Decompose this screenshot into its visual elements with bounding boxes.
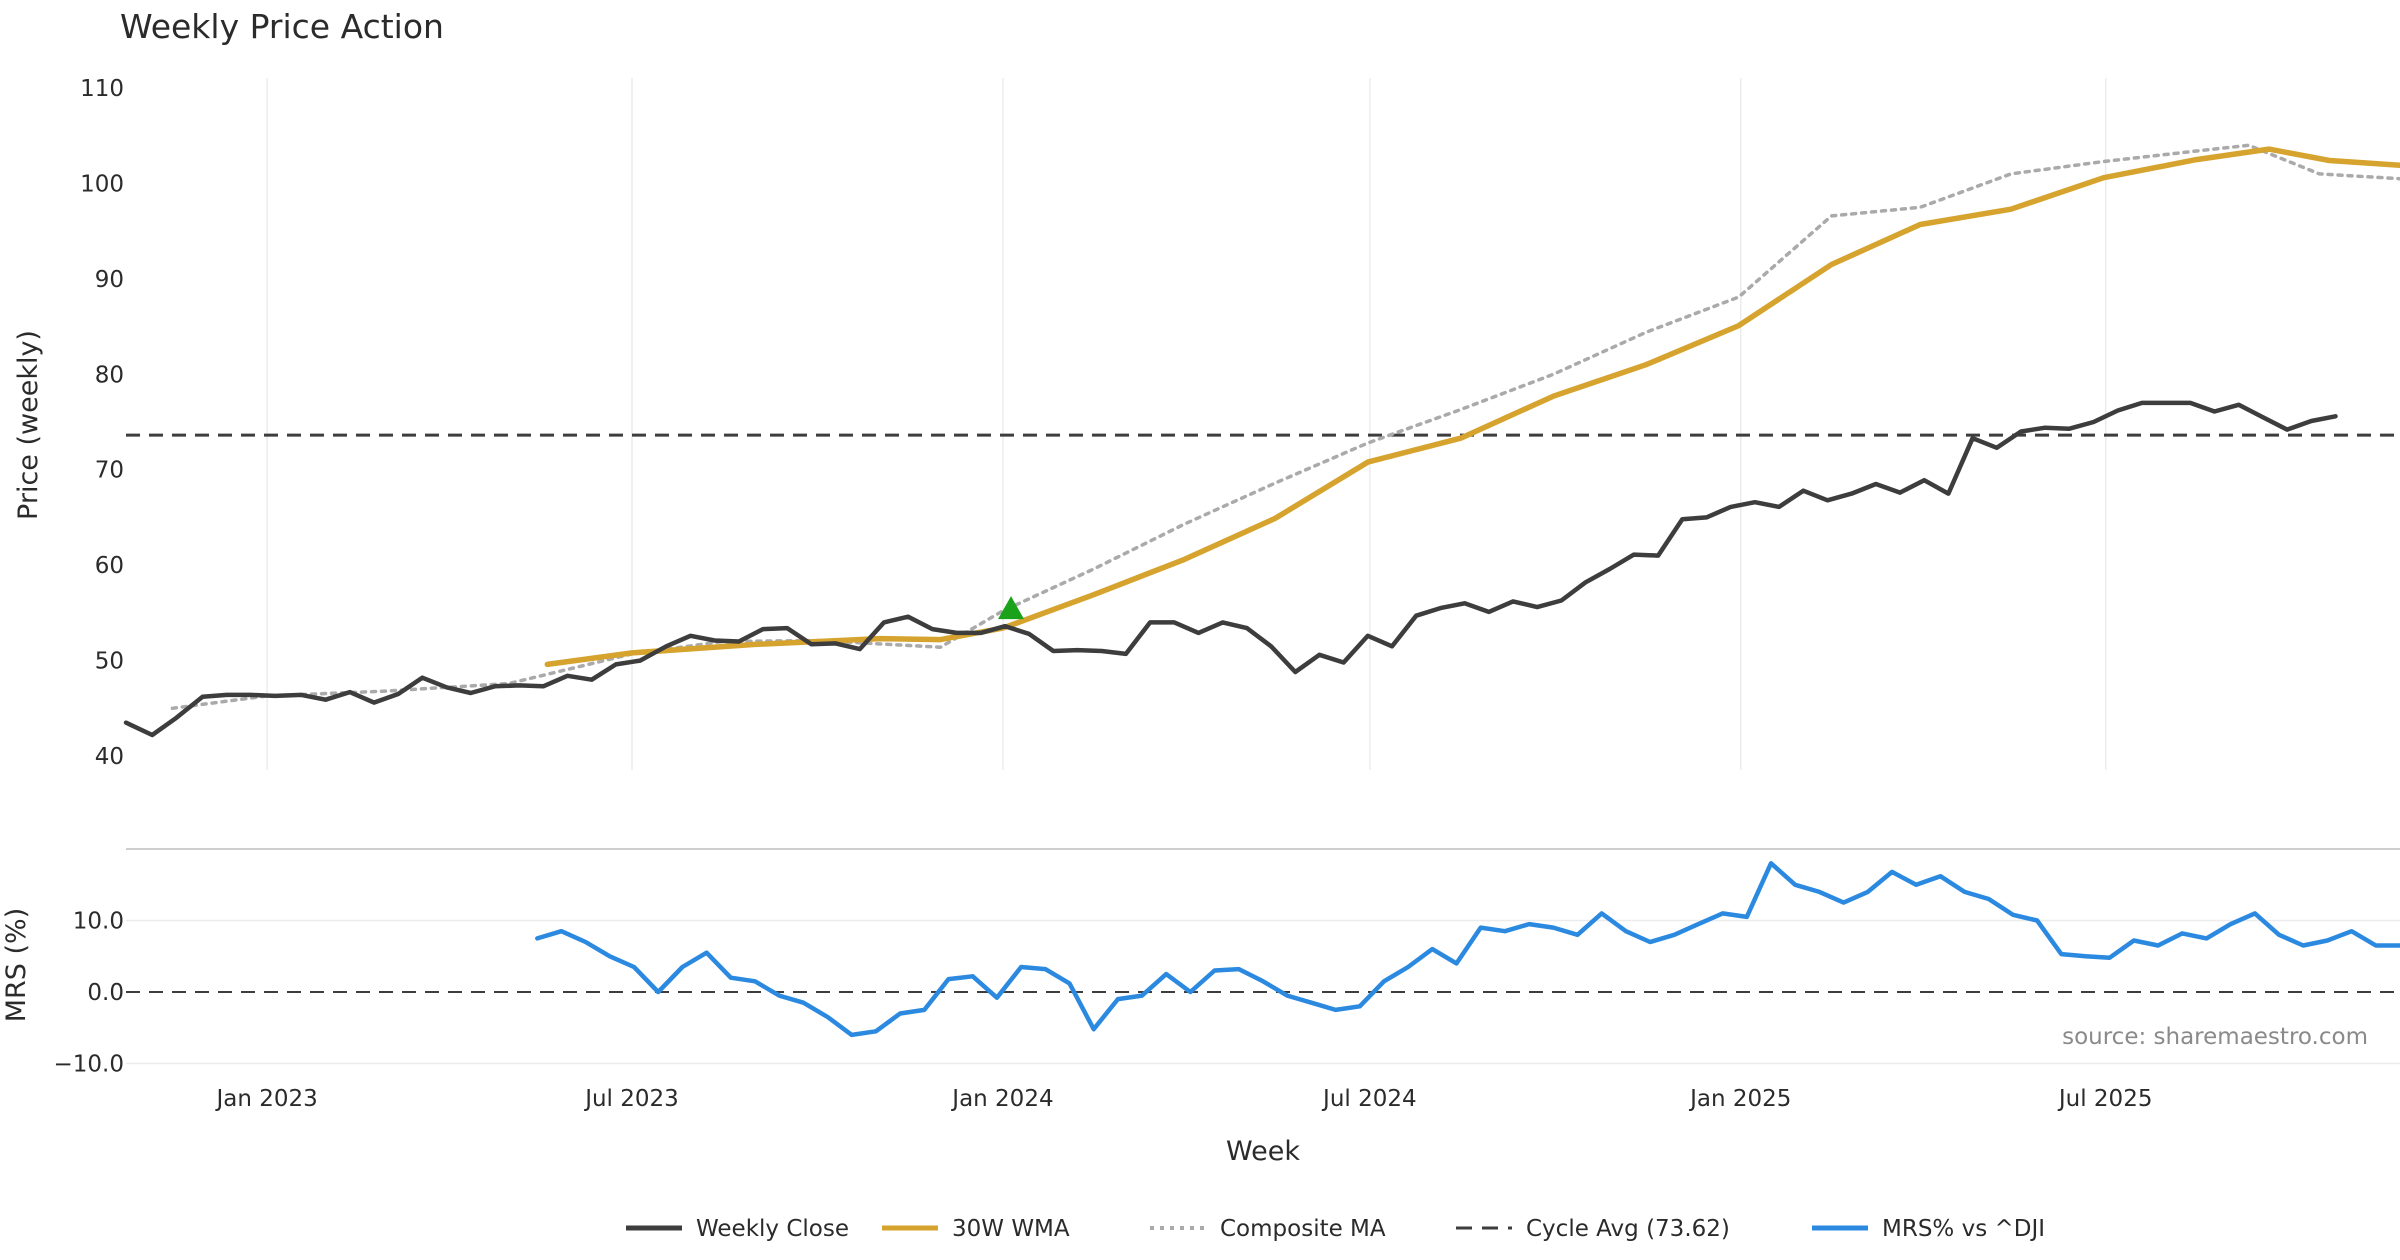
legend-label: MRS% vs ^DJI: [1882, 1216, 2045, 1242]
price-y-axis-label: Price (weekly): [13, 330, 44, 520]
x-axis-label: Week: [1226, 1136, 1300, 1167]
mrs-y-tick-label: 10.0: [73, 909, 124, 935]
x-tick-label: Jan 2023: [214, 1086, 317, 1112]
legend-label: 30W WMA: [952, 1216, 1070, 1242]
mrs-y-axis-label: MRS (%): [1, 908, 32, 1023]
price-y-tick-label: 60: [95, 553, 124, 579]
source-annotation: source: sharemaestro.com: [2062, 1024, 2368, 1050]
x-tick-label: Jul 2023: [583, 1086, 679, 1112]
price-y-tick-label: 80: [95, 362, 124, 388]
legend-label: Cycle Avg (73.62): [1526, 1216, 1730, 1242]
mrs-y-tick-label: −10.0: [54, 1052, 124, 1078]
legend: Weekly Close 30W WMA Composite MA Cycle Avg…: [626, 1216, 2045, 1242]
mrs-line: [535, 861, 2400, 1038]
legend-label: Weekly Close: [696, 1216, 849, 1242]
wma-30w-line: [544, 146, 2400, 668]
mrs-panel: Jan 2023 Jul 2023 Jan 2024 Jul 2024 Jan 2025…: [54, 848, 2400, 1112]
buy-signal-marker: [998, 596, 1025, 620]
price-y-tick-label: 70: [95, 458, 124, 484]
price-y-tick-label: 100: [80, 171, 124, 197]
price-y-tick-label: 40: [95, 744, 124, 770]
chart-title: Weekly Price Action: [120, 7, 444, 46]
x-tick-label: Jan 2025: [1688, 1086, 1791, 1112]
x-tick-label: Jul 2025: [2057, 1086, 2153, 1112]
price-y-tick-label: 110: [80, 76, 124, 102]
price-y-tick-label: 90: [95, 267, 124, 293]
x-tick-label: Jan 2024: [950, 1086, 1053, 1112]
x-tick-label: Jul 2024: [1321, 1086, 1417, 1112]
mrs-y-tick-label: 0.0: [87, 980, 124, 1006]
weekly-close-line: [123, 400, 2338, 738]
legend-label: Composite MA: [1220, 1216, 1386, 1242]
price-panel: 40 50 60 70 80 90 100 110: [80, 76, 2400, 770]
price-y-tick-label: 50: [95, 649, 124, 675]
